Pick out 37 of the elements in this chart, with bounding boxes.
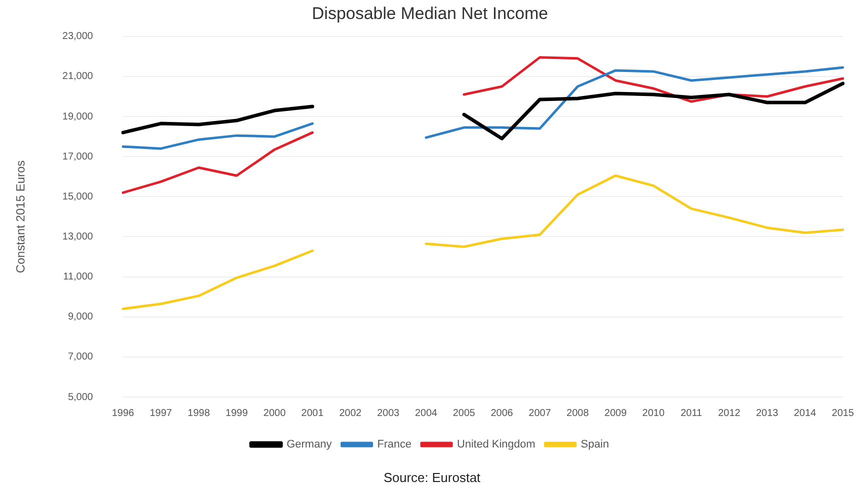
y-tick-label: 23,000: [62, 31, 94, 42]
x-tick-label: 2000: [263, 408, 286, 419]
x-tick-label: 1998: [188, 408, 210, 419]
x-tick-label: 2014: [794, 408, 817, 419]
x-tick-label: 2007: [528, 408, 552, 419]
legend-label: United Kingdom: [457, 438, 536, 451]
y-tick-label: 19,000: [62, 111, 94, 122]
y-tick-label: 7,000: [68, 352, 94, 363]
y-tick-label: 11,000: [63, 272, 94, 283]
y-tick-label: 13,000: [62, 231, 94, 242]
legend-label: France: [377, 438, 412, 451]
x-tick-label: 1999: [226, 408, 248, 419]
x-tick-label: 2011: [680, 408, 703, 419]
x-tick-label: 2010: [642, 408, 665, 419]
x-tick-label: 1996: [112, 408, 135, 419]
y-axis-title: Constant 2015 Euros: [14, 160, 28, 274]
chart-title: Disposable Median Net Income: [312, 4, 548, 23]
x-tick-label: 2008: [566, 408, 590, 419]
x-tick-label: 2003: [377, 408, 400, 419]
x-tick-label: 2002: [339, 408, 362, 419]
legend-label: Spain: [580, 438, 609, 451]
y-tick-label: 5,000: [68, 392, 94, 403]
x-tick-label: 2006: [490, 408, 514, 419]
x-tick-label: 2001: [301, 408, 324, 419]
source-note: Source: Eurostat: [382, 470, 482, 485]
x-tick-label: 2012: [718, 408, 741, 419]
x-tick-label: 2004: [414, 408, 438, 419]
y-tick-label: 9,000: [68, 312, 94, 323]
x-tick-label: 2015: [832, 408, 854, 419]
legend-label: Germany: [286, 438, 332, 451]
y-tick-label: 21,000: [62, 71, 94, 82]
x-tick-label: 1997: [150, 408, 172, 419]
x-tick-label: 2013: [756, 408, 779, 419]
y-tick-label: 17,000: [62, 151, 94, 162]
x-tick-label: 2005: [452, 408, 476, 419]
y-tick-label: 15,000: [62, 191, 94, 202]
x-tick-label: 2009: [604, 408, 628, 419]
